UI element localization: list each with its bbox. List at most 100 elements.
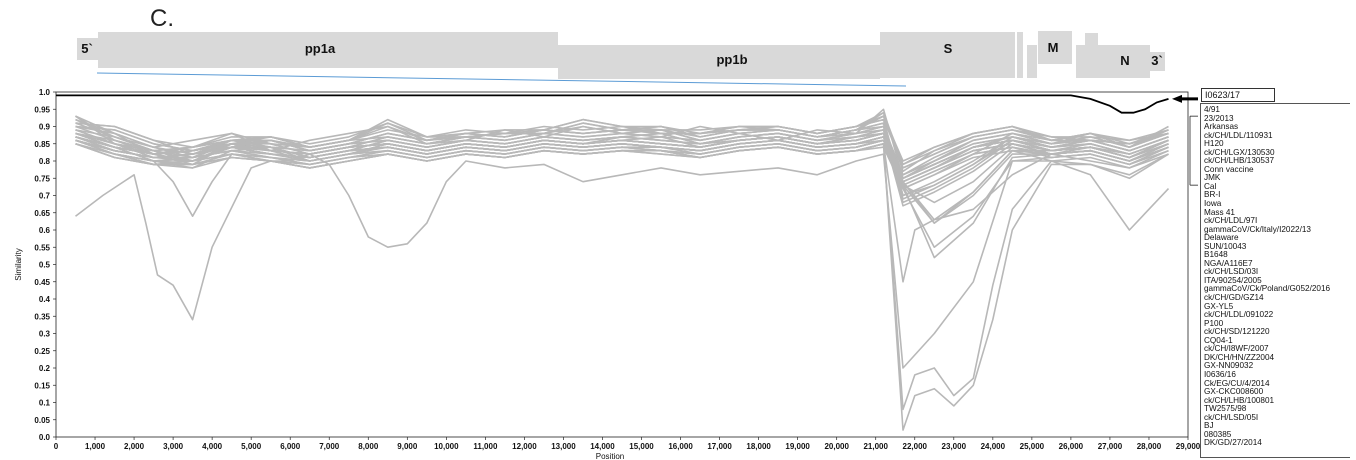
series-line [75,153,1170,369]
genome-segment-label: 5` [81,41,93,56]
legend-entry: ck/CH/LHB/130537 [1204,156,1275,166]
genome-segment-label: 3` [1151,53,1163,68]
query-arrow-head [1172,94,1182,103]
legend-entry: gammaCoV/Ck/Poland/G052/2016 [1204,284,1331,294]
x-tick-label: 29,000 [1176,442,1201,451]
x-tick-label: 28,000 [1137,442,1162,451]
genome-map: 5` pp1a pp1b S M N 3` [77,31,1165,87]
genome-block [1098,45,1150,78]
legend-entry: 4/91 [1204,105,1220,114]
genome-block [1038,31,1072,64]
y-tick-label: 0.35 [34,312,50,321]
legend-entry: Ck/EG/CU/4/2014 [1204,378,1270,388]
legend-entry: P100 [1204,318,1224,328]
legend-entry: BJ [1204,421,1214,431]
legend-entry: ck/CH/LHB/100801 [1204,395,1275,405]
x-tick-label: 17,000 [707,442,732,451]
x-tick-label: 9,000 [397,442,418,451]
y-tick-label: 0.8 [39,157,51,166]
genome-block [880,32,1015,78]
genome-segment-label: S [944,41,953,56]
x-tick-label: 2,000 [124,442,145,451]
x-tick-label: 16,000 [668,442,693,451]
x-tick-label: 20,000 [824,442,849,451]
y-tick-label: 0.55 [34,243,50,252]
y-tick-label: 0.75 [34,174,50,183]
y-tick-label: 0.7 [39,192,51,201]
series-line [75,139,1169,186]
legend-entry: Delaware [1204,233,1239,243]
legend-entry: Arkansas [1204,122,1239,132]
x-tick-label: 3,000 [163,442,184,451]
x-tick-label: 18,000 [746,442,771,451]
legend-entry: Iowa [1204,199,1222,209]
genome-segment-pp1b: pp1b [558,45,880,79]
y-tick-label: 0.2 [39,364,51,373]
x-tick-label: 21,000 [863,442,888,451]
y-tick-label: 0.85 [34,140,50,149]
legend-entry: TW2575/98 [1204,404,1247,414]
legend-entry: BR-I [1204,190,1221,200]
y-axis-title: Similarity [14,248,23,280]
genome-block [1017,32,1023,78]
legend-entry: DK/GD/27/2014 [1204,438,1262,448]
genome-segment-label: M [1048,40,1059,55]
legend-entry: ck/CH/LDL/091022 [1204,310,1274,320]
y-tick-label: 0.95 [34,105,50,114]
legend-entry: 23/2013 [1204,113,1234,123]
series-line [75,115,1169,169]
x-tick-label: 22,000 [903,442,928,451]
legend-entry: ck/CH/LSD/03I [1204,267,1259,277]
legend-entry: ck/CH/GD/GZ14 [1204,293,1264,303]
legend-entry: Cal [1204,181,1217,191]
x-tick-label: 19,000 [785,442,810,451]
legend-list: 4/91 23/2013 Arkansas ck/CH/LDL/110931 H120 c… [1201,104,1350,448]
x-tick-label: 1,000 [85,442,106,451]
x-tick-label: 7,000 [319,442,340,451]
query-series-line [56,94,1169,114]
series-line [75,132,1169,180]
x-tick-label: 13,000 [551,442,576,451]
legend-entry: GX-NN09032 [1204,361,1254,371]
query-label: I0623/17 [1201,88,1275,102]
x-tick-label: 11,000 [473,442,498,451]
x-tick-label: 27,000 [1098,442,1123,451]
genome-block [558,45,880,79]
legend-entry: I0636/16 [1204,369,1236,379]
legend-entry: ck/CH/LDL/110931 [1204,130,1273,140]
x-tick-label: 14,000 [590,442,615,451]
legend-entry: JMK [1204,173,1221,183]
legend-entry: SUN/10043 [1204,241,1247,251]
genome-block [1085,33,1098,78]
y-tick-label: 0.1 [39,399,51,408]
legend-entry: Mass 41 [1204,207,1235,217]
x-tick-label: 4,000 [202,442,223,451]
y-tick-label: 0.5 [39,261,51,270]
x-tick-label: 10,000 [434,442,459,451]
legend-entry: 080385 [1204,429,1232,439]
genome-block [1149,52,1165,71]
x-tick-label: 23,000 [942,442,967,451]
x-tick-label: 6,000 [280,442,301,451]
legend-entry: gammaCoV/Ck/Italy/I2022/13 [1204,224,1311,234]
y-tick-label: 0.05 [34,416,50,425]
x-tick-label: 25,000 [1020,442,1045,451]
genome-segment-label: pp1b [716,52,747,67]
series-line [75,143,1169,431]
x-tick-label: 0 [54,442,59,451]
genome-block [1027,45,1037,78]
y-tick-label: 0.15 [34,381,50,390]
legend-entry: ck/CH/I8WF/2007 [1204,344,1269,354]
legend-entry: ck/CH/LGX/130530 [1204,147,1275,157]
legend-entry: ck/CH/LSD/05I [1204,412,1259,422]
legend-entry: NGA/A116E7 [1204,258,1253,268]
panel-letter: C. [150,5,174,32]
legend-entry: H120 [1204,139,1224,149]
genome-segment-label: N [1120,53,1129,68]
legend-entry: ck/CH/SD/121220 [1204,327,1270,337]
genome-block [1076,45,1086,78]
legend-entry: GX-YL5 [1204,301,1234,311]
y-tick-label: 0.9 [39,123,51,132]
genome-guide-line [96,72,907,87]
